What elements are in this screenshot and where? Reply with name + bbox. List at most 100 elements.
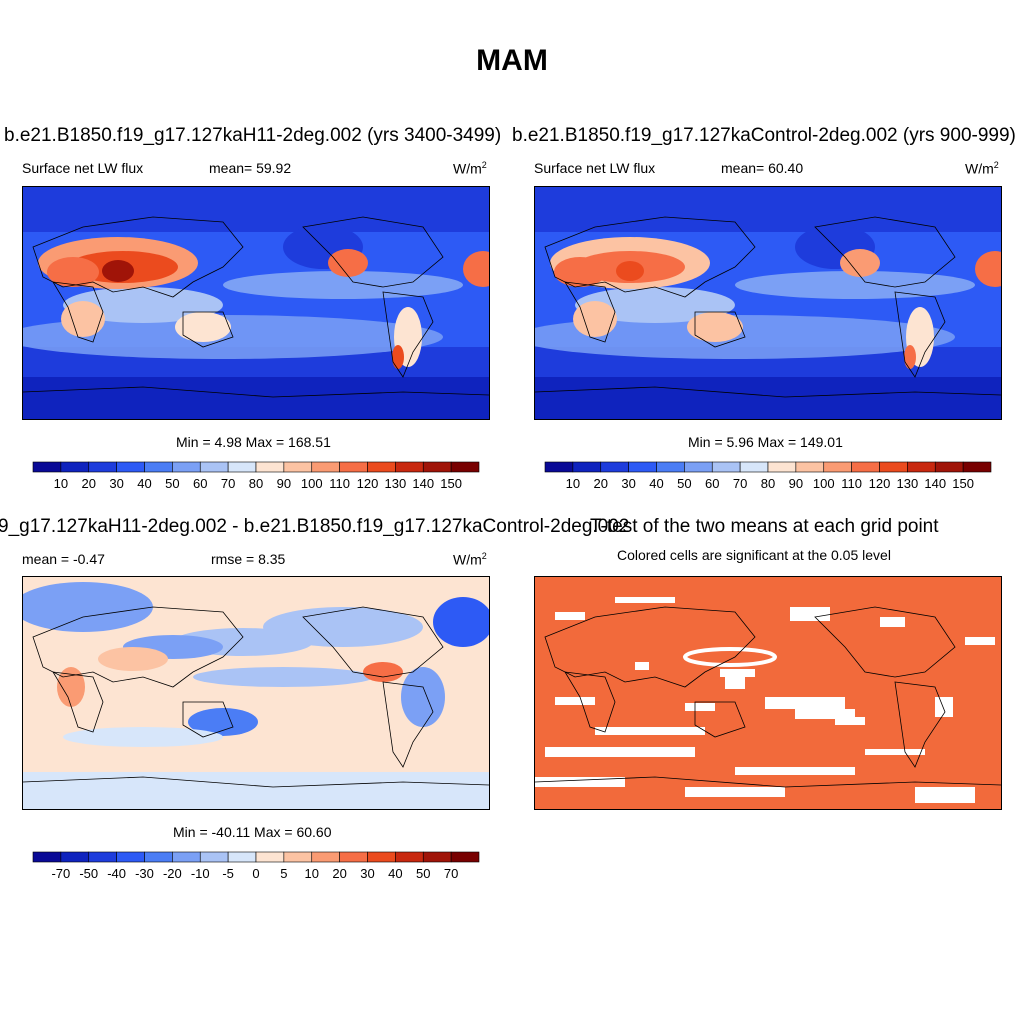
panel2-colorbar-tick-label: 50 [677,476,691,491]
panel2-colorbar-box-8 [767,461,797,473]
panel1-colorbar-box-14 [422,461,452,473]
panel3-colorbar-tick-label: -40 [107,866,126,881]
panel2-australia [687,312,743,342]
panel3-rmse: rmse = 8.35 [211,551,286,567]
panel1-colorbar-tick-label: 140 [412,476,434,491]
panel3-southern-ocean-cool [63,727,223,747]
panel2-colorbar-box-7 [739,461,769,473]
panel2-andes [904,345,916,369]
panel3-colorbar-box-12 [367,851,396,863]
panel1-colorbar-tick-label: 70 [221,476,235,491]
panel3-colorbar-tick-label: -20 [163,866,182,881]
panel2-india-peak [616,261,644,281]
panel2-colorbar-tick-label: 20 [594,476,608,491]
panel3-antarctic-band [23,772,489,809]
panel2-tropical-pacific [735,271,975,299]
panel3-colorbar-box-14 [422,851,452,863]
panel3-colorbar-box-3 [116,851,145,863]
panel3-colorbar-tick-label: -70 [51,866,70,881]
panel3-colorbar-tick-label: -50 [79,866,98,881]
panel3-colorbar-tick-label: 5 [280,866,287,881]
panel2-colorbar-tick-label: 140 [924,476,946,491]
panel1-colorbar-tick-label: 150 [440,476,462,491]
panel1-colorbar-tick-label: 110 [329,476,350,491]
figure-title: MAM [476,44,548,77]
panel1-tropical-pacific [223,271,463,299]
panel2-colorbar-box-12 [879,461,908,473]
panel2-colorbar-tick-label: 10 [566,476,580,491]
panel3-colorbar-box-15 [450,851,480,863]
panel1-colorbar-box-8 [255,461,285,473]
panel1-colorbar-box-3 [116,461,145,473]
panel3-colorbar-box-6 [199,851,229,863]
panel1-title: b.e21.B1850.f19_g17.127kaH11-2deg.002 (y… [4,125,502,146]
panel1-colorbar: 10 20 30 40 50 60 70 80 90 100 110 120 130 140 150 [32,461,482,497]
panel2-colorbar: 10 20 30 40 50 60 70 80 90 100 110 120 130 140 150 [544,461,994,497]
panel1-colorbar-tick-label: 100 [301,476,323,491]
panel1-colorbar-tick-label: 10 [54,476,68,491]
panel1-india-peak [102,260,134,282]
panel2-colorbar-tick-label: 60 [705,476,719,491]
panel2-colorbar-box-4 [656,461,685,473]
panel3-mideast-warm [98,647,168,671]
panel2-colorbar-svg: 10 20 30 40 50 60 70 80 90 100 110 120 130 140 150 [544,461,992,491]
panel1-north-america-sw [328,249,368,277]
panel1-colorbar-tick-label: 50 [165,476,179,491]
panel1-colorbar-box-2 [88,461,117,473]
panel1-antarctic-band [23,377,489,419]
panel2-coastlines [535,216,1001,398]
panel2-colorbar-tick-label: 100 [813,476,835,491]
panel3-coastlines [23,606,489,788]
panel3-colorbar-box-1 [60,851,90,863]
panel2-units: W/m2 [965,160,999,177]
panel1-sahara [47,257,99,287]
panel2-colorbar-tick-label: 120 [869,476,891,491]
panel1-minmax: Min = 4.98 Max = 168.51 [176,434,331,450]
panel2-colorbar-box-1 [572,461,602,473]
panel1-colorbar-tick-label: 20 [82,476,96,491]
panel2-colorbar-tick-label: 70 [733,476,747,491]
panel3-colorbar-tick-label: 50 [416,866,430,881]
panel2-sahara [554,257,606,287]
panel2-colorbar-tick-label: 130 [897,476,919,491]
panel4-map [534,576,1002,810]
panel3-colorbar-tick-label: 10 [305,866,319,881]
panel1-units: W/m2 [453,160,487,177]
panel3-colorbar-box-13 [395,851,424,863]
panel4-subtitle: Colored cells are significant at the 0.0… [617,547,891,563]
panel3-arctic-cool [23,582,153,632]
panel2-colorbar-box-0 [544,461,574,473]
panel1-colorbar-box-7 [227,461,257,473]
panel3-colorbar-tick-label: 0 [252,866,259,881]
panel3-colorbar-tick-label: -30 [135,866,154,881]
panel2-north-america-sw [840,249,880,277]
panel3-map [22,576,490,810]
panel2-colorbar-tick-label: 110 [841,476,862,491]
panel3-colorbar-box-10 [311,851,340,863]
panel3-mean: mean = -0.47 [22,551,105,567]
panel1-mean: mean= 59.92 [209,160,292,176]
panel3-colorbar-box-0 [32,851,62,863]
panel3-colorbar-box-2 [88,851,117,863]
panel1-colorbar-box-4 [144,461,173,473]
panel1-colorbar-tick-label: 90 [277,476,291,491]
panel2-variable-label: Surface net LW flux [534,160,656,176]
panel3-colorbar-tick-label: -10 [191,866,210,881]
panel2-east-edge-warm [975,251,1001,287]
panel4-coastlines [535,606,1001,788]
panel3-central-america-warm [363,662,403,682]
panel1-colorbar-tick-label: 80 [249,476,263,491]
panel2-colorbar-tick-label: 80 [761,476,775,491]
panel3-minmax: Min = -40.11 Max = 60.60 [173,824,332,840]
panel3-south-america-cool [401,667,445,727]
panel3-east-cool [433,597,489,647]
panel2-colorbar-box-13 [907,461,936,473]
panel2-colorbar-box-3 [628,461,657,473]
panel2-colorbar-box-5 [684,461,713,473]
panel3-units: W/m2 [453,551,487,568]
panel3-colorbar-svg: -70 -50 -40 -30 -20 -10 -5 0 5 10 20 30 40 50 70 [32,851,480,881]
panel1-east-edge-warm [463,251,489,287]
panel3-colorbar-tick-label: 70 [444,866,458,881]
panel1-colorbar-box-0 [32,461,62,473]
panel1-colorbar-tick-label: 30 [109,476,123,491]
